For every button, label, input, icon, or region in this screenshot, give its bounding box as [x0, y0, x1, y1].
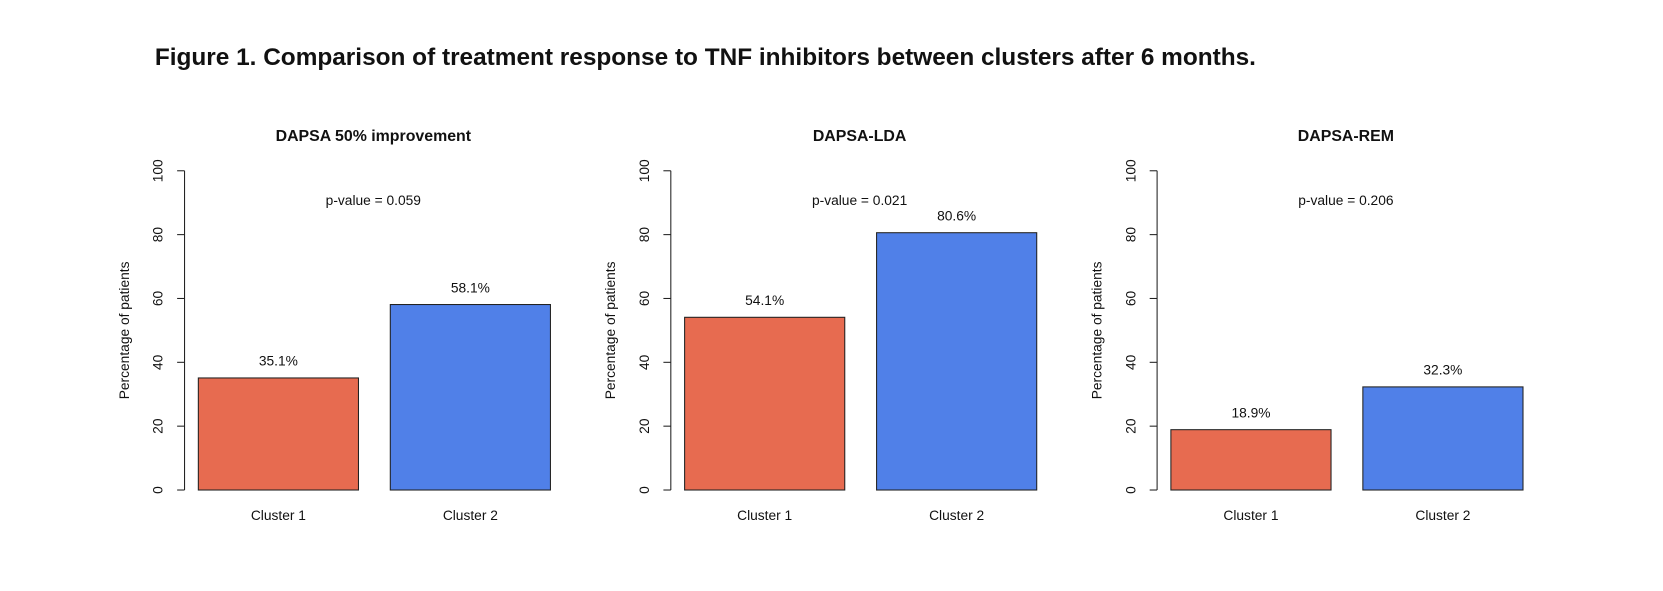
value-label: 58.1%: [451, 280, 490, 295]
y-tick-label: 60: [151, 290, 166, 306]
y-tick-label: 100: [637, 159, 652, 182]
value-label: 54.1%: [745, 293, 784, 308]
x-tick-label: Cluster 1: [251, 508, 306, 523]
x-tick-label: Cluster 2: [1415, 508, 1470, 523]
y-tick-label: 20: [151, 418, 166, 434]
y-tick-label: 20: [637, 418, 652, 434]
y-tick-label: 100: [1123, 159, 1138, 182]
y-tick-label: 60: [637, 290, 652, 306]
figure-title: Figure 1. Comparison of treatment respon…: [155, 44, 1256, 71]
y-tick-label: 40: [637, 354, 652, 370]
chart-title: DAPSA 50% improvement: [276, 128, 472, 145]
y-tick-label: 80: [1123, 227, 1138, 243]
y-axis-label: Percentage of patients: [117, 261, 132, 399]
annotation: p-value = 0.206: [1298, 193, 1394, 208]
value-label: 35.1%: [259, 354, 298, 369]
annotation: p-value = 0.059: [326, 193, 421, 208]
x-tick-label: Cluster 2: [929, 508, 984, 523]
y-tick-label: 40: [1123, 354, 1138, 370]
bar: [684, 316, 846, 491]
y-tick-label: 0: [151, 486, 166, 494]
y-tick-label: 80: [637, 227, 652, 243]
x-tick-label: Cluster 1: [737, 508, 792, 523]
bar: [197, 377, 360, 491]
bar: [1362, 386, 1524, 491]
y-tick-label: 40: [151, 354, 166, 370]
bar: [389, 304, 551, 491]
y-axis-label: Percentage of patients: [603, 261, 618, 399]
y-tick-label: 20: [1123, 418, 1138, 434]
bar: [1170, 429, 1332, 491]
value-label: 18.9%: [1231, 405, 1270, 420]
y-tick-label: 0: [637, 486, 652, 494]
y-tick-label: 100: [151, 159, 166, 182]
y-axis-label: Percentage of patients: [1089, 261, 1104, 399]
x-tick-label: Cluster 1: [1223, 508, 1278, 523]
annotation: p-value = 0.021: [812, 193, 907, 208]
bar: [876, 232, 1038, 491]
y-tick-label: 80: [151, 227, 166, 243]
y-tick-label: 60: [1123, 290, 1138, 306]
y-tick-label: 0: [1123, 486, 1138, 494]
chart-title: DAPSA-REM: [1298, 128, 1394, 145]
chart-title: DAPSA-LDA: [813, 128, 907, 145]
value-label: 32.3%: [1423, 363, 1462, 378]
value-label: 80.6%: [937, 208, 976, 223]
x-tick-label: Cluster 2: [443, 508, 498, 523]
